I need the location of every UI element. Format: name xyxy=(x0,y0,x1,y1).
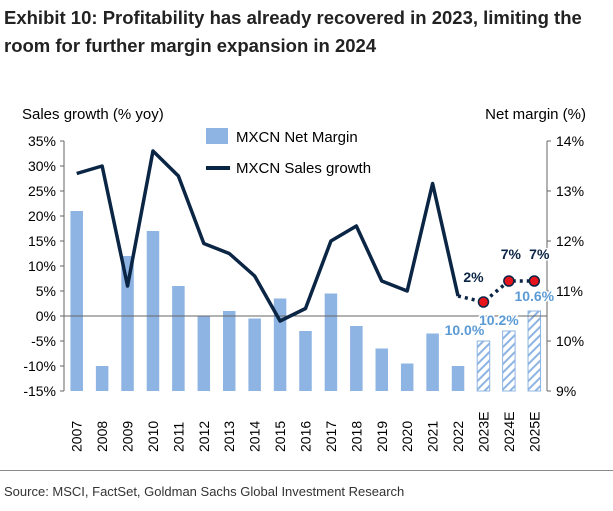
legend-label-sales-growth: MXCN Sales growth xyxy=(236,160,371,177)
margin-data-label: 10.0% xyxy=(445,322,485,338)
x-tick-label: 2009 xyxy=(120,421,136,452)
left-tick-label: 30% xyxy=(28,158,56,174)
margin-bar-2007 xyxy=(70,211,83,391)
annotation-group: 2% 7% 7% 10.0%10.2% 10.6% xyxy=(443,245,556,340)
margin-bar-2011 xyxy=(172,286,185,391)
x-tick-label: 2008 xyxy=(94,421,110,452)
left-tick-label: 25% xyxy=(28,183,56,199)
margin-bar-2012 xyxy=(197,316,211,391)
margin-bar-2017 xyxy=(324,293,338,391)
x-tick-label: 2007 xyxy=(69,421,85,452)
x-tick-label: 2023E xyxy=(475,412,491,452)
x-tick-label: 2015 xyxy=(272,421,288,452)
sales-growth-marker-2025E xyxy=(528,275,541,287)
margin-bar-2021 xyxy=(426,333,439,391)
right-axis-label: Net margin (%) xyxy=(485,106,586,123)
x-tick-label: 2022 xyxy=(450,421,466,452)
margin-bar-2008 xyxy=(95,366,109,391)
x-tick-label: 2021 xyxy=(425,421,441,452)
margin-bar-2019 xyxy=(375,348,389,391)
bar-group xyxy=(70,211,542,392)
x-tick-label: 2018 xyxy=(348,421,364,452)
x-tick-label: 2025E xyxy=(526,412,542,452)
margin-bar-2009 xyxy=(121,256,134,391)
legend-label-net-margin: MXCN Net Margin xyxy=(236,129,358,146)
line-group xyxy=(76,149,541,323)
left-tick-label: 15% xyxy=(28,233,56,249)
source-note: Source: MSCI, FactSet, Goldman Sachs Glo… xyxy=(4,484,405,499)
x-tick-label: 2017 xyxy=(323,421,339,452)
right-tick-label: 9% xyxy=(556,383,576,399)
left-tick-label: 20% xyxy=(28,208,56,224)
margin-bar-2025E xyxy=(527,310,542,392)
left-tick-label: 35% xyxy=(28,133,56,149)
margin-bar-2015 xyxy=(273,298,287,391)
sales-growth-forecast-line xyxy=(457,279,535,304)
sales-growth-marker-2024E xyxy=(503,275,515,287)
left-tick-label: -10% xyxy=(23,358,56,374)
legend: MXCN Net Margin MXCN Sales growth xyxy=(206,128,371,177)
margin-bar-2020 xyxy=(400,363,414,391)
margin-bar-2024E xyxy=(502,330,516,392)
left-axis-label: Sales growth (% yoy) xyxy=(22,106,164,123)
source-divider xyxy=(0,470,613,471)
margin-data-label: 10.2% xyxy=(479,312,519,328)
chart-svg: Sales growth (% yoy) Net margin (%) -15%… xyxy=(22,106,586,452)
margin-bar-2014 xyxy=(248,318,261,391)
x-tick-label: 2020 xyxy=(399,421,415,452)
left-tick-label: 0% xyxy=(36,308,56,324)
chart-title: Exhibit 10: Profitability has already re… xyxy=(4,7,582,56)
margin-bar-2022 xyxy=(451,366,465,391)
margin-data-label: 10.6% xyxy=(514,288,554,304)
right-tick-label: 10% xyxy=(556,333,584,349)
x-tick-label: 2012 xyxy=(196,421,212,452)
axes-group: -15% -10% -5% 0% 5% 10% 15% 20% 25% 30% 35% 9% 10% 11… xyxy=(23,133,584,452)
right-tick-label: 11% xyxy=(556,283,583,299)
x-tick-label: 2024E xyxy=(501,412,517,452)
right-tick-label: 14% xyxy=(556,133,584,149)
growth-data-label: 7% xyxy=(501,246,522,262)
x-tick-label: 2013 xyxy=(221,421,237,452)
legend-swatch-net-margin xyxy=(206,128,228,144)
growth-data-label: 2% xyxy=(463,269,484,285)
sales-growth-line xyxy=(76,149,460,323)
sales-growth-marker-2023E xyxy=(477,296,490,308)
left-tick-label: -15% xyxy=(23,383,56,399)
margin-bar-2013 xyxy=(222,311,236,391)
left-tick-label: 10% xyxy=(28,258,56,274)
right-tick-label: 13% xyxy=(556,183,584,199)
right-tick-label: 12% xyxy=(556,233,584,249)
margin-bar-2010 xyxy=(146,231,160,391)
margin-bar-2016 xyxy=(299,331,312,391)
growth-data-label: 7% xyxy=(529,246,550,262)
x-tick-label: 2016 xyxy=(298,421,314,452)
left-tick-label: -5% xyxy=(31,333,56,349)
x-tick-label: 2011 xyxy=(170,422,186,452)
margin-bar-2018 xyxy=(350,326,363,391)
x-tick-label: 2014 xyxy=(247,421,263,452)
left-tick-label: 5% xyxy=(36,283,56,299)
x-tick-label: 2019 xyxy=(374,421,390,452)
x-tick-label: 2010 xyxy=(145,421,161,452)
margin-bar-2023E xyxy=(476,340,491,392)
